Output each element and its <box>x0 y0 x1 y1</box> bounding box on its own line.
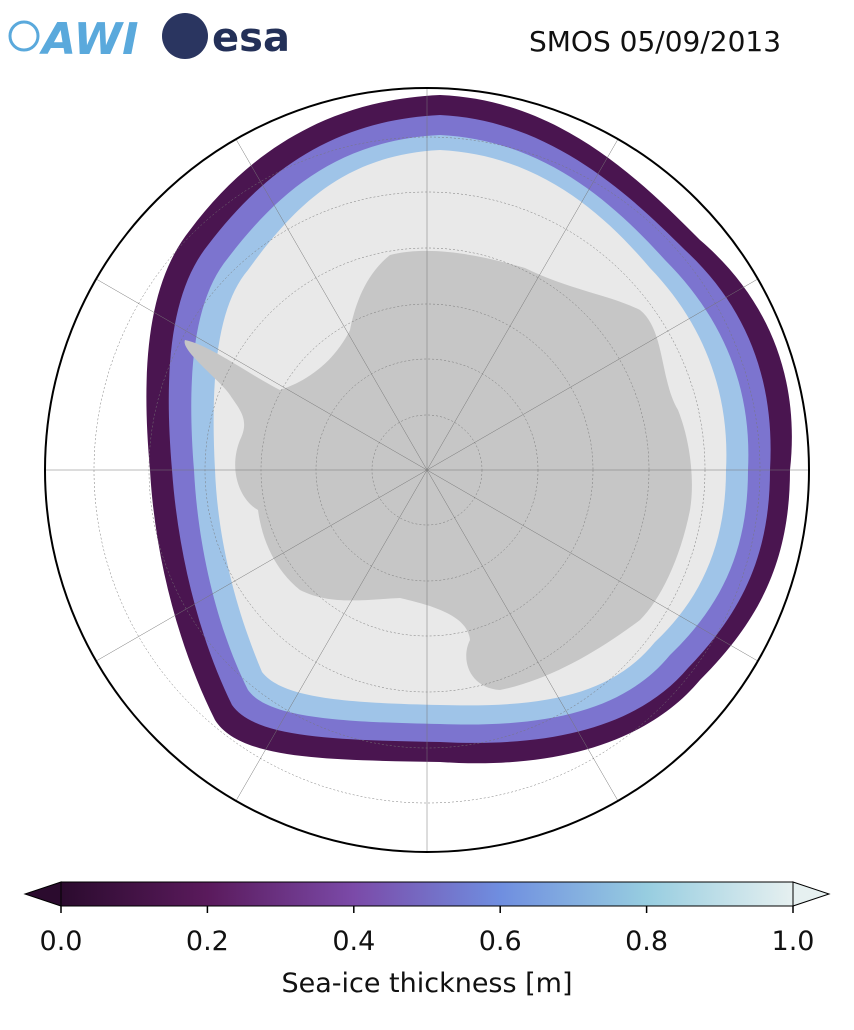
awi-globe <box>8 20 40 52</box>
extend-low <box>23 881 62 907</box>
meridian <box>226 123 428 471</box>
esa-logo: esa <box>212 15 290 61</box>
colorbar-tick-label: 0.4 <box>332 926 375 957</box>
map <box>45 88 809 852</box>
logos: AWI esa <box>8 13 290 65</box>
meridian <box>426 469 628 817</box>
meridian <box>426 123 628 471</box>
meridian <box>426 269 774 471</box>
antarctica <box>184 250 692 691</box>
esa-mark <box>162 13 208 59</box>
meridian <box>80 269 428 471</box>
colorbar-tick-label: 1.0 <box>772 926 815 957</box>
graticule <box>45 88 809 852</box>
meridian <box>226 469 428 817</box>
awi-logo: AWI <box>39 14 139 65</box>
meridian <box>426 469 774 671</box>
title: SMOS 05/09/2013 <box>529 25 781 58</box>
colorbar-tick-label: 0.2 <box>186 926 229 957</box>
meridian <box>80 469 428 671</box>
colorbar-tick-label: 0.6 <box>479 926 522 957</box>
colorbar-gradient <box>60 881 794 907</box>
colorbar-tick-label: 0.0 <box>40 926 83 957</box>
colorbar-tick-label: 0.8 <box>625 926 668 957</box>
extend-high <box>792 881 831 907</box>
map-outline <box>44 87 810 853</box>
colorbar-label: Sea-ice thickness [m] <box>281 968 572 999</box>
colorbar: 0.0 0.2 0.4 0.6 0.8 1.0 Sea-ice thickness [m] <box>23 881 831 999</box>
